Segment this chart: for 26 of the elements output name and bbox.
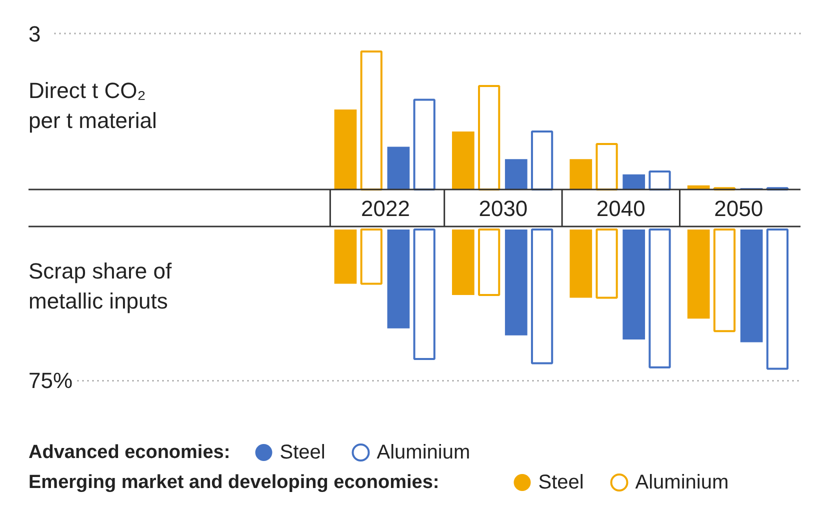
bar — [648, 170, 671, 190]
bar — [452, 132, 474, 190]
bar — [570, 159, 592, 190]
x-tick-label: 2022 — [361, 196, 410, 221]
text: Emerging market and developing economies: — [28, 472, 440, 493]
x-tick-label: 2030 — [478, 196, 528, 221]
bar — [334, 109, 357, 190]
legend-label: Steel — [280, 442, 326, 464]
bar — [478, 85, 500, 190]
x-tick-label: 2050 — [714, 196, 764, 221]
bar — [504, 159, 528, 190]
bar — [596, 142, 618, 190]
bar — [530, 130, 554, 190]
x-tick-label: 2040 — [596, 196, 646, 221]
y-axis-title: Scrap share of metallic inputs — [28, 258, 172, 314]
text: 3 — [28, 22, 41, 46]
legend-label: Aluminium — [635, 472, 729, 494]
text: 75% — [28, 368, 73, 394]
text: Advanced economies: — [28, 442, 230, 463]
legend-label: Aluminium — [376, 442, 470, 464]
bar — [413, 98, 436, 190]
bar — [622, 174, 646, 190]
legend-label: Steel — [538, 472, 584, 494]
bar — [387, 146, 410, 190]
bar — [360, 50, 382, 190]
y-axis-title: Direct t CO₂ per t material — [28, 78, 157, 133]
